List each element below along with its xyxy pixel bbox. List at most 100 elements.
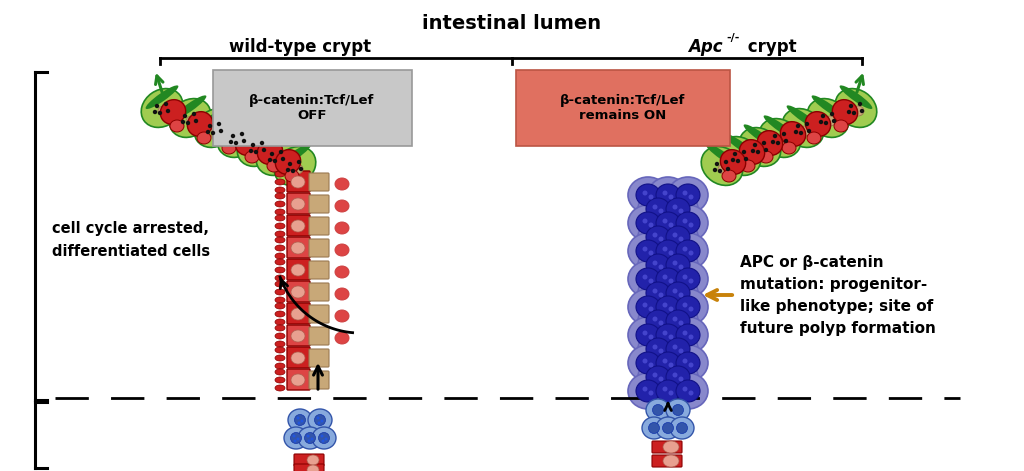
Text: wild-type crypt: wild-type crypt — [229, 38, 371, 56]
Ellipse shape — [656, 212, 680, 234]
Text: APC or β-catenin: APC or β-catenin — [740, 255, 884, 270]
Ellipse shape — [739, 128, 780, 166]
Circle shape — [300, 420, 303, 422]
Circle shape — [642, 246, 647, 252]
Ellipse shape — [291, 264, 305, 276]
Ellipse shape — [285, 170, 299, 182]
Ellipse shape — [291, 198, 305, 210]
Circle shape — [251, 143, 255, 147]
Ellipse shape — [275, 341, 285, 347]
FancyBboxPatch shape — [652, 455, 682, 467]
Ellipse shape — [275, 333, 285, 339]
Ellipse shape — [636, 268, 660, 290]
Circle shape — [291, 169, 295, 173]
Ellipse shape — [646, 399, 670, 421]
FancyBboxPatch shape — [309, 261, 329, 279]
Circle shape — [673, 233, 678, 237]
Circle shape — [281, 157, 286, 161]
Circle shape — [648, 307, 653, 311]
FancyBboxPatch shape — [309, 173, 329, 191]
Ellipse shape — [668, 289, 708, 325]
Circle shape — [652, 289, 657, 293]
Ellipse shape — [628, 345, 668, 381]
Circle shape — [663, 219, 668, 224]
Circle shape — [713, 168, 717, 172]
FancyBboxPatch shape — [309, 305, 329, 323]
Circle shape — [316, 416, 319, 420]
Circle shape — [658, 320, 664, 325]
Ellipse shape — [291, 308, 305, 320]
Ellipse shape — [257, 140, 283, 164]
Ellipse shape — [648, 177, 688, 213]
Circle shape — [652, 373, 657, 377]
Circle shape — [821, 114, 825, 118]
Ellipse shape — [799, 126, 811, 136]
Circle shape — [736, 159, 740, 163]
Ellipse shape — [291, 352, 305, 364]
Ellipse shape — [197, 132, 211, 144]
Circle shape — [683, 190, 687, 195]
Circle shape — [688, 195, 693, 200]
Circle shape — [648, 195, 653, 200]
Ellipse shape — [628, 205, 668, 241]
Ellipse shape — [275, 319, 285, 325]
Circle shape — [185, 121, 190, 125]
Ellipse shape — [668, 205, 708, 241]
Ellipse shape — [668, 261, 708, 297]
FancyBboxPatch shape — [309, 327, 329, 345]
Circle shape — [669, 307, 674, 311]
Circle shape — [297, 438, 299, 440]
Circle shape — [658, 376, 664, 382]
Circle shape — [663, 331, 668, 335]
FancyBboxPatch shape — [516, 70, 730, 146]
Ellipse shape — [275, 363, 285, 369]
Circle shape — [155, 104, 159, 108]
Ellipse shape — [666, 198, 690, 220]
Ellipse shape — [186, 116, 198, 126]
Circle shape — [743, 157, 749, 161]
Text: β-catenin:Tcf/Lef
remains ON: β-catenin:Tcf/Lef remains ON — [560, 94, 686, 122]
Circle shape — [673, 289, 678, 293]
Ellipse shape — [718, 164, 730, 174]
Ellipse shape — [782, 109, 823, 147]
Circle shape — [658, 292, 664, 298]
Ellipse shape — [670, 417, 694, 439]
Ellipse shape — [776, 136, 788, 146]
Circle shape — [663, 358, 668, 364]
Circle shape — [658, 265, 664, 269]
Ellipse shape — [668, 317, 708, 353]
Ellipse shape — [291, 330, 305, 342]
Ellipse shape — [335, 266, 349, 278]
Ellipse shape — [658, 191, 698, 227]
Ellipse shape — [199, 106, 231, 129]
Text: mutation: progenitor-: mutation: progenitor- — [740, 277, 928, 292]
Ellipse shape — [656, 184, 680, 206]
Circle shape — [756, 150, 760, 154]
Circle shape — [642, 302, 647, 308]
Ellipse shape — [648, 317, 688, 353]
Circle shape — [831, 119, 837, 123]
Ellipse shape — [638, 247, 678, 283]
Circle shape — [260, 141, 264, 145]
Circle shape — [753, 143, 757, 147]
Circle shape — [297, 160, 301, 164]
Circle shape — [819, 120, 823, 124]
Ellipse shape — [628, 261, 668, 297]
Ellipse shape — [275, 237, 285, 243]
Circle shape — [669, 251, 674, 255]
Ellipse shape — [701, 146, 742, 186]
Ellipse shape — [636, 324, 660, 346]
Circle shape — [799, 131, 803, 135]
Ellipse shape — [663, 441, 679, 453]
Circle shape — [317, 422, 321, 424]
Circle shape — [288, 162, 292, 166]
Circle shape — [679, 236, 683, 242]
Ellipse shape — [288, 409, 312, 431]
Circle shape — [764, 148, 768, 152]
Ellipse shape — [275, 171, 285, 177]
FancyBboxPatch shape — [309, 283, 329, 301]
Circle shape — [823, 121, 828, 125]
Circle shape — [642, 387, 647, 391]
Circle shape — [669, 195, 674, 200]
Circle shape — [679, 376, 683, 382]
